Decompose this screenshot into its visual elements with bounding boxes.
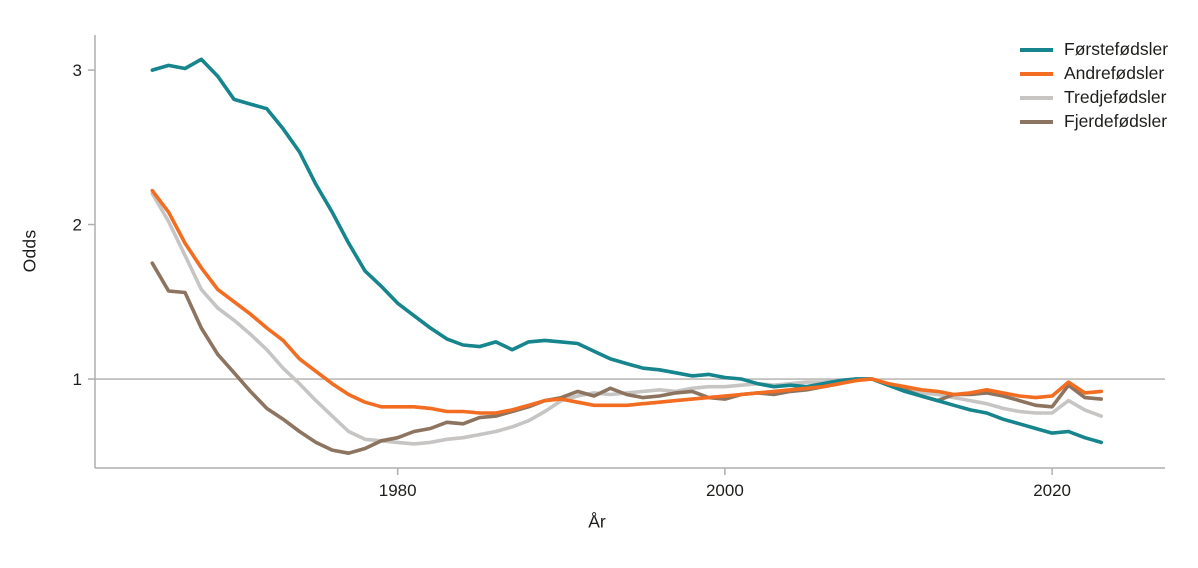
legend-swatch-andrefodsler (1020, 71, 1053, 77)
legend-item-forstefodsler: Førstefødsler (1020, 38, 1168, 62)
x-tick-label: 2000 (706, 481, 744, 500)
legend-swatch-forstefodsler (1020, 47, 1053, 53)
legend-item-andrefodsler: Andrefødsler (1020, 62, 1168, 86)
series-line-fjerdefodsler (150, 261, 1103, 456)
legend-label-tredjefodsler: Tredjefødsler (1064, 87, 1167, 108)
y-axis-title: Odds (19, 229, 40, 273)
y-tick-label: 1 (73, 370, 82, 389)
x-tick-label: 2020 (1033, 481, 1071, 500)
y-tick-label: 3 (73, 61, 82, 80)
legend: Førstefødsler Andrefødsler Tredjefødsler… (1020, 38, 1168, 134)
legend-item-tredjefodsler: Tredjefødsler (1020, 86, 1168, 110)
legend-label-forstefodsler: Førstefødsler (1064, 39, 1169, 60)
x-tick-label: 1980 (379, 481, 417, 500)
x-axis-title: År (588, 511, 606, 532)
legend-label-andrefodsler: Andrefødsler (1064, 63, 1165, 84)
legend-swatch-tredjefodsler (1020, 95, 1053, 101)
y-tick-label: 2 (73, 216, 82, 235)
legend-swatch-fjerdefodsler (1020, 119, 1053, 125)
series-line-andrefodsler (150, 188, 1103, 415)
legend-item-fjerdefodsler: Fjerdefødsler (1020, 110, 1168, 134)
series-line-forstefodsler (150, 57, 1103, 445)
legend-label-fjerdefodsler: Fjerdefødsler (1064, 111, 1168, 132)
